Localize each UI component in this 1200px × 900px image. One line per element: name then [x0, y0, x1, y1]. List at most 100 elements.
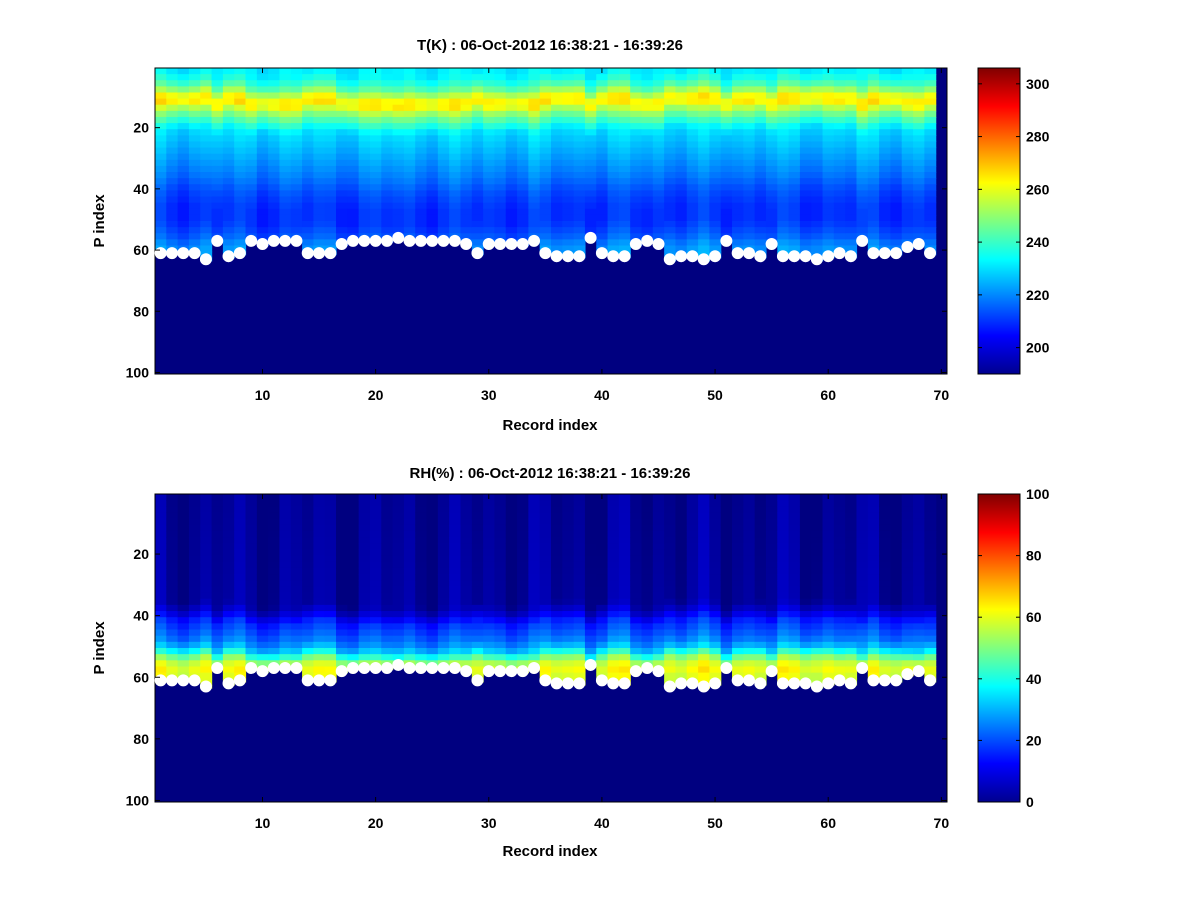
humidity-cell — [313, 500, 326, 507]
humidity-cell — [551, 530, 563, 538]
humidity-cell — [754, 518, 767, 526]
humidity-cell — [924, 635, 937, 643]
temperature-cell — [336, 184, 348, 191]
humidity-cell — [245, 555, 258, 563]
humidity-cell — [641, 580, 654, 587]
humidity-cell — [675, 666, 688, 674]
humidity-cell — [630, 524, 643, 532]
temperature-cell — [879, 172, 892, 179]
temperature-cell — [573, 98, 586, 106]
humidity-cell — [449, 629, 462, 637]
humidity-cell — [426, 512, 439, 520]
humidity-cell — [494, 586, 507, 594]
humidity-cell — [494, 641, 507, 649]
humidity-cell — [177, 506, 190, 514]
humidity-cell — [347, 500, 360, 507]
temperature-cell — [754, 92, 767, 100]
humidity-cell — [788, 524, 801, 532]
humidity-cell — [879, 598, 892, 606]
temperature-cell — [551, 178, 563, 185]
temperature-cell — [528, 153, 541, 161]
temperature-cell — [415, 135, 428, 143]
humidity-cell — [833, 635, 846, 643]
humidity-cell — [279, 494, 292, 501]
temperature-cell — [867, 68, 880, 75]
temperature-cell — [618, 147, 631, 155]
humidity-cell — [505, 543, 518, 551]
temperature-cell — [505, 86, 518, 94]
temperature-cell — [290, 196, 303, 204]
humidity-cell — [652, 623, 665, 631]
temperature-cell — [437, 123, 450, 130]
humidity-cell — [245, 574, 258, 581]
temperature-cell — [245, 221, 258, 228]
humidity-cell — [845, 549, 858, 557]
humidity-cell — [777, 567, 790, 575]
humidity-cell — [494, 598, 507, 606]
humidity-cell — [200, 506, 213, 514]
humidity-cell — [845, 555, 858, 563]
humidity-cell — [811, 586, 824, 594]
temperature-cell — [799, 147, 812, 155]
humidity-cell — [777, 506, 790, 514]
temperature-cell — [358, 135, 371, 143]
humidity-cell — [924, 592, 937, 600]
temperature-cell — [754, 165, 767, 173]
humidity-cell — [765, 598, 778, 606]
temperature-cell — [913, 98, 925, 106]
humidity-cell — [392, 518, 405, 526]
temperature-cell — [403, 159, 416, 167]
humidity-cell — [336, 543, 348, 551]
humidity-cell — [641, 549, 654, 557]
humidity-cell — [675, 530, 688, 538]
humidity-cell — [358, 494, 371, 501]
humidity-cell — [664, 549, 677, 557]
temperature-cell — [811, 147, 824, 155]
humidity-cell — [324, 574, 337, 581]
humidity-cell — [517, 580, 529, 587]
temperature-cell — [155, 129, 167, 136]
temperature-cell — [788, 208, 801, 216]
humidity-cell — [460, 641, 473, 649]
temperature-cell — [166, 92, 179, 100]
temperature-cell — [709, 221, 722, 228]
humidity-cell — [913, 611, 925, 618]
humidity-cell — [698, 666, 710, 674]
temperature-cell — [155, 159, 167, 167]
temperature-cell — [426, 159, 439, 167]
humidity-cell — [879, 629, 892, 637]
humidity-cell — [494, 654, 507, 661]
temperature-cell — [845, 147, 858, 155]
temperature-surface-marker — [154, 247, 167, 260]
temperature-surface-marker — [810, 253, 823, 266]
humidity-cell — [664, 574, 677, 581]
temperature-cell — [302, 92, 314, 100]
temperature-cell — [471, 165, 484, 173]
temperature-cell — [856, 92, 869, 100]
humidity-cell — [573, 500, 586, 507]
temperature-cell — [879, 110, 892, 118]
temperature-cell — [833, 116, 846, 124]
humidity-cell — [698, 617, 710, 624]
temperature-cell — [618, 104, 631, 112]
temperature-cell — [822, 135, 835, 143]
humidity-cell — [483, 530, 496, 538]
humidity-cell — [200, 660, 213, 668]
humidity-cell — [584, 500, 597, 507]
humidity-cell — [155, 555, 167, 563]
humidity-cell — [551, 580, 563, 587]
humidity-cell — [313, 574, 326, 581]
temperature-cell — [392, 98, 405, 106]
humidity-cell — [664, 555, 677, 563]
temperature-cell — [686, 98, 699, 106]
humidity-cell — [483, 574, 496, 581]
humidity-cell — [188, 623, 201, 631]
temperature-cell — [415, 208, 428, 216]
humidity-cell — [290, 586, 303, 594]
humidity-surface-marker — [380, 662, 393, 675]
temperature-cell — [856, 184, 869, 191]
humidity-cell — [347, 580, 360, 587]
temperature-cell — [754, 172, 767, 179]
temperature-cell — [392, 196, 405, 204]
humidity-cell — [358, 617, 371, 624]
